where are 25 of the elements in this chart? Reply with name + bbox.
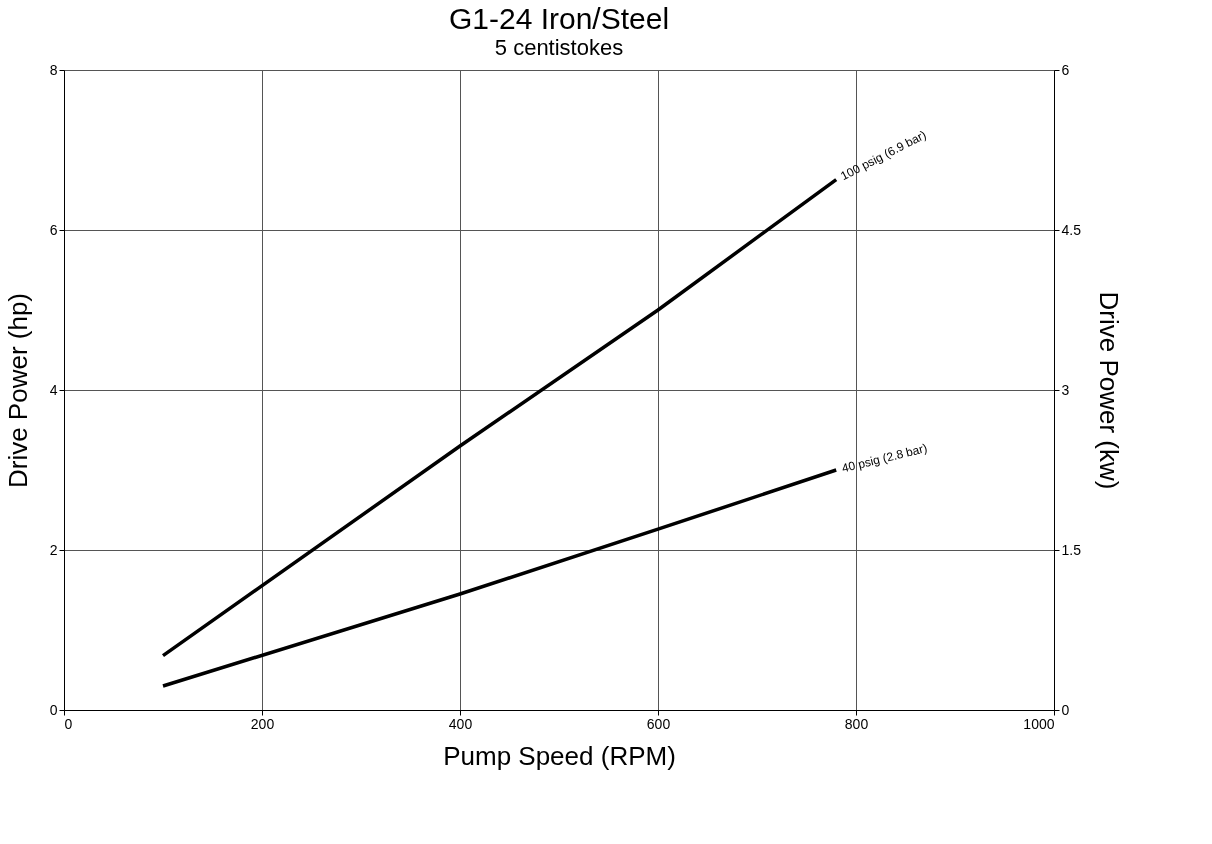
y-tick-label: 6 <box>49 221 58 238</box>
y-axis-title: Drive Power (hp) <box>2 292 33 489</box>
x-tick-label: 800 <box>844 715 869 732</box>
line-series <box>161 468 838 688</box>
chart-title: G1-24 Iron/Steel <box>448 2 670 35</box>
y-tick-label: 8 <box>49 61 58 78</box>
y-tick-label: 2 <box>49 541 58 558</box>
x-tick-label: 0 <box>64 715 73 732</box>
y2-tick-label: 1.5 <box>1061 541 1082 558</box>
line-series <box>161 177 838 658</box>
y-tick-label: 0 <box>49 701 58 718</box>
annotation: 40 psig (2.8 bar) <box>840 440 929 476</box>
x-tick-label: 400 <box>448 715 473 732</box>
x-tick-label: 200 <box>250 715 275 732</box>
x-tick-label: 600 <box>646 715 671 732</box>
x-axis-title: Pump Speed (RPM) <box>443 740 676 771</box>
chart-subtitle: 5 centistokes <box>494 35 624 60</box>
x-tick-label: 1000 <box>1023 715 1055 732</box>
y2-tick-label: 6 <box>1061 61 1070 78</box>
annotation: 100 psig (6.9 bar) <box>838 127 929 184</box>
y-tick-label: 4 <box>49 381 58 398</box>
y2-tick-label: 3 <box>1061 381 1070 398</box>
y2-tick-label: 0 <box>1061 701 1070 718</box>
y2-tick-label: 4.5 <box>1061 221 1082 238</box>
y2-axis-title: Drive Power (kw) <box>1093 291 1124 490</box>
